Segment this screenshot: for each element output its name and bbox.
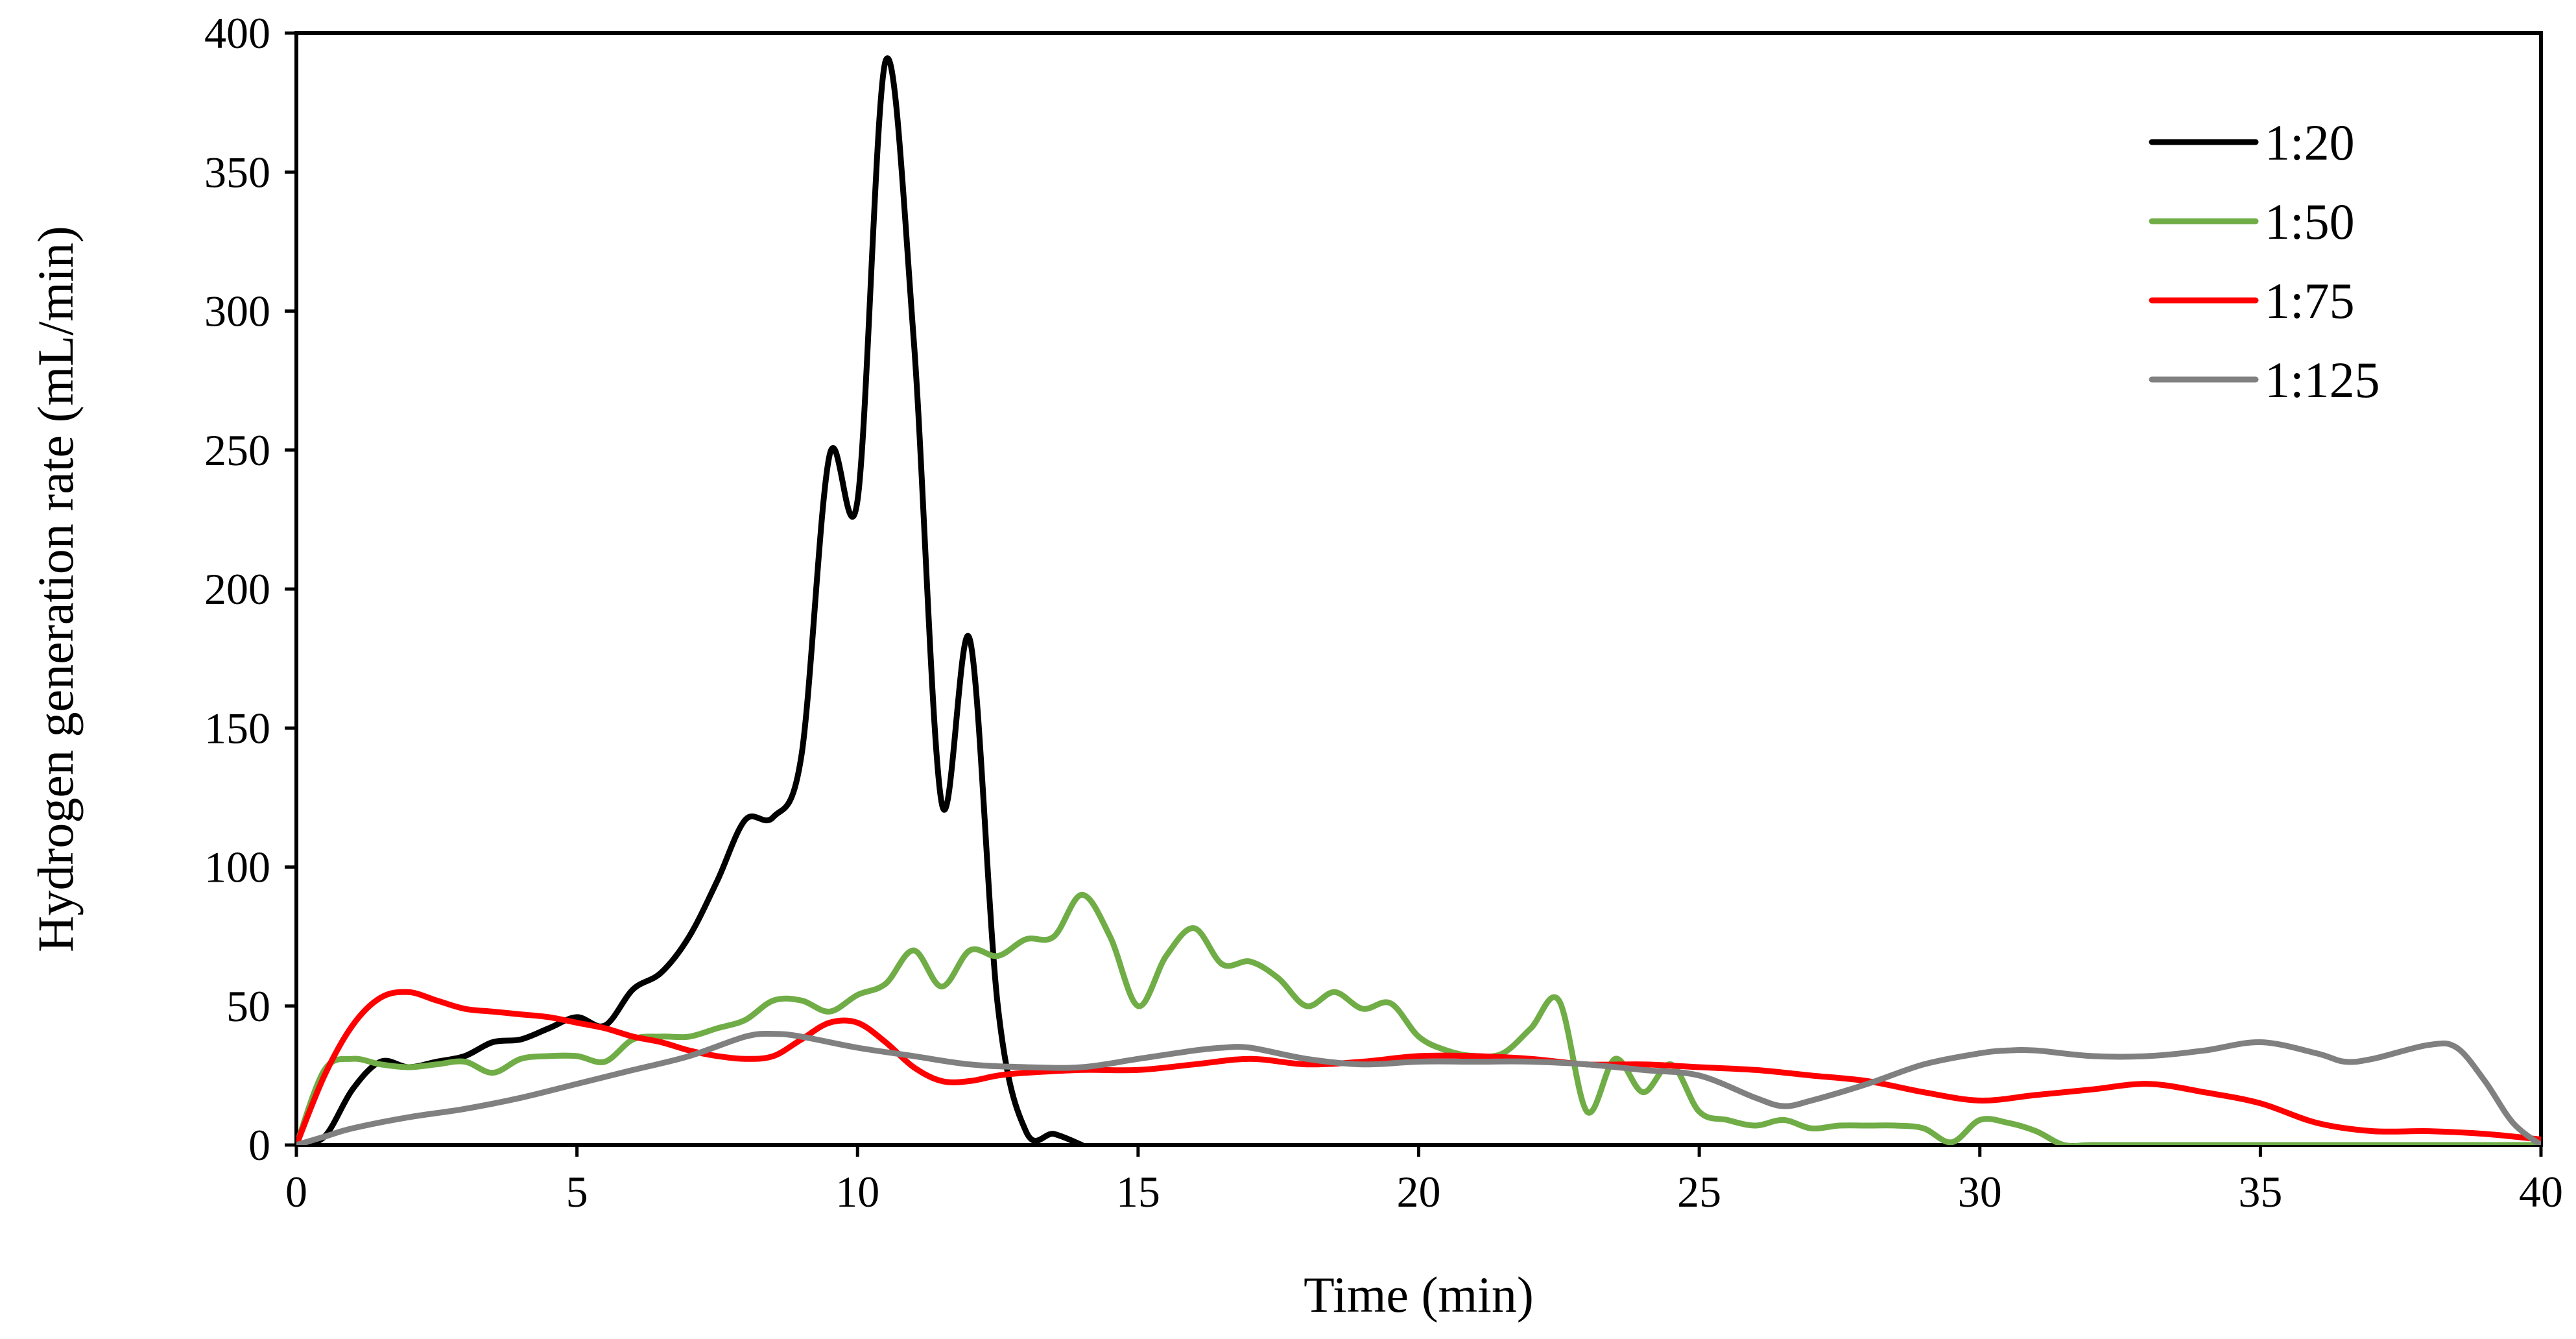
y-tick-label: 350 (204, 147, 270, 197)
legend-label-1-20: 1:20 (2265, 114, 2355, 171)
y-tick-label: 300 (204, 287, 270, 336)
y-tick-label: 150 (204, 703, 270, 753)
y-tick-label: 100 (204, 843, 270, 892)
plot-area-border (294, 31, 2543, 1147)
x-tick-label: 40 (2519, 1167, 2563, 1216)
y-tick-label: 50 (226, 982, 270, 1031)
x-tick-label: 10 (835, 1167, 879, 1216)
y-tick-label: 200 (204, 564, 270, 614)
y-axis-title: Hydrogen generation rate (mL/min) (27, 226, 84, 952)
y-tick-label: 250 (204, 426, 270, 475)
legend-label-1-125: 1:125 (2265, 352, 2380, 408)
legend-label-1-75: 1:75 (2265, 272, 2355, 329)
x-tick-label: 5 (566, 1167, 588, 1216)
series-line-1-50 (296, 891, 2541, 1145)
x-tick-label: 30 (1958, 1167, 2002, 1216)
y-tick-label: 0 (248, 1120, 270, 1170)
series-line-1-125 (296, 1030, 2541, 1145)
x-tick-label: 20 (1397, 1167, 1441, 1216)
x-tick-label: 0 (285, 1167, 307, 1216)
series-line-1-75 (296, 989, 2541, 1145)
legend-label-1-50: 1:50 (2265, 193, 2355, 250)
x-tick-label: 25 (1677, 1167, 1721, 1216)
series-line-1-20 (296, 55, 1085, 1145)
x-tick-label: 15 (1116, 1167, 1160, 1216)
x-axis-title: Time (min) (1304, 1266, 1534, 1323)
x-tick-label: 35 (2238, 1167, 2282, 1216)
y-tick-label: 400 (204, 8, 270, 58)
